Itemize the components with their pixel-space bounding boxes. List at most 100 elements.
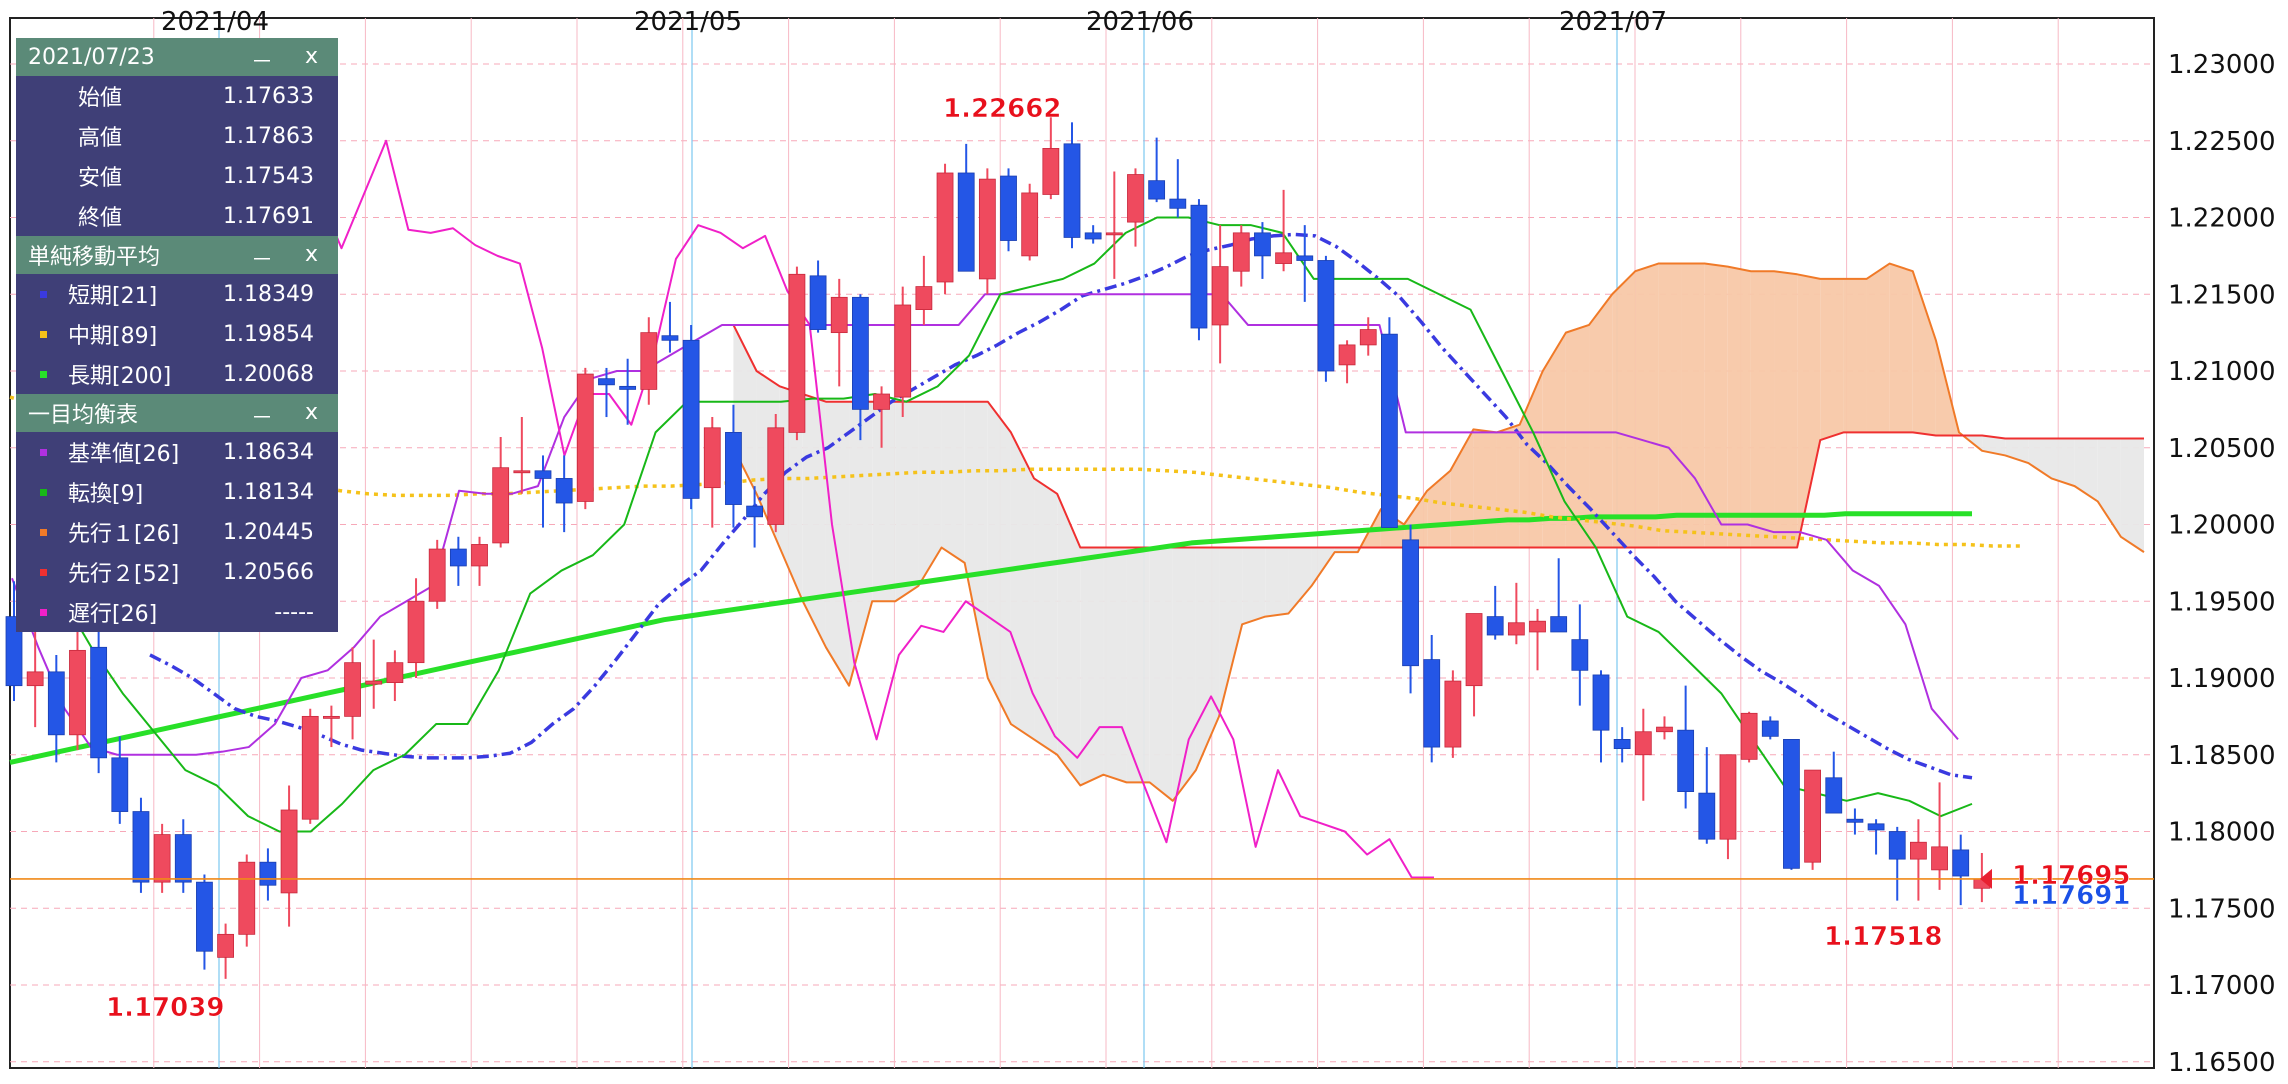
candle-body bbox=[1888, 831, 1906, 860]
candle-body bbox=[957, 172, 975, 272]
cloud-segment bbox=[1126, 547, 1150, 783]
minimize-icon[interactable]: － bbox=[250, 50, 273, 75]
cloud-segment bbox=[1473, 429, 1497, 548]
high-price-label: 1.22662 bbox=[943, 94, 1061, 124]
panel-date-header[interactable]: 2021/07/23 － x bbox=[16, 38, 338, 76]
candle-body bbox=[767, 427, 785, 525]
cloud-segment bbox=[1057, 493, 1081, 786]
cloud-segment bbox=[1242, 547, 1266, 625]
cloud-segment bbox=[1265, 547, 1289, 617]
recent-low-label: 1.17518 bbox=[1824, 922, 1942, 952]
candle-body bbox=[492, 467, 510, 544]
tenkan-value: 1.18134 bbox=[223, 479, 314, 505]
y-tick-label: 1.21000 bbox=[2168, 357, 2276, 387]
candle-body bbox=[5, 616, 23, 687]
close-icon[interactable]: x bbox=[304, 400, 318, 425]
sma-mid-value: 1.19854 bbox=[223, 321, 314, 347]
candle-body bbox=[682, 339, 700, 499]
chikou-label: 遅行[26] bbox=[68, 602, 158, 627]
close-icon[interactable]: x bbox=[304, 44, 318, 69]
sma-header[interactable]: 単純移動平均 － x bbox=[16, 236, 338, 274]
candle-body bbox=[1275, 252, 1292, 264]
cloud-segment bbox=[1635, 263, 1659, 548]
cloud-segment bbox=[2051, 438, 2075, 487]
candle-body bbox=[47, 671, 65, 736]
candle-body bbox=[534, 470, 552, 479]
span-a-value: 1.20445 bbox=[223, 519, 314, 545]
cloud-segment bbox=[2120, 438, 2144, 553]
cloud-segment bbox=[1589, 294, 1613, 548]
candle-body bbox=[746, 505, 763, 518]
cloud-segment bbox=[1658, 263, 1682, 548]
candle-body bbox=[365, 680, 383, 685]
sma-mid-row: 中期[89] 1.19854 bbox=[16, 314, 338, 354]
ichimoku-header[interactable]: 一目均衡表 － x bbox=[16, 394, 338, 432]
ohlc-high-row: 高値 1.17863 bbox=[16, 116, 338, 156]
legend-swatch-icon bbox=[40, 291, 47, 298]
cloud-segment bbox=[1820, 278, 1844, 441]
candle-body bbox=[111, 757, 129, 812]
sma-long-value: 1.20068 bbox=[223, 361, 314, 387]
x-tick-label: 2021/06 bbox=[1086, 7, 1194, 37]
cloud-segment bbox=[1034, 478, 1058, 755]
candle-body bbox=[322, 715, 340, 719]
candle-body bbox=[852, 296, 869, 410]
candle-body bbox=[725, 431, 742, 505]
cloud-segment bbox=[895, 401, 919, 602]
y-tick-label: 1.21500 bbox=[2168, 280, 2276, 310]
kijun-label: 基準値[26] bbox=[68, 442, 180, 467]
candle-body bbox=[1063, 143, 1081, 238]
cloud-segment bbox=[1288, 547, 1312, 614]
sma-short-row: 短期[21] 1.18349 bbox=[16, 274, 338, 314]
candle-body bbox=[407, 600, 425, 664]
candle-body bbox=[555, 478, 573, 504]
span-b-value: 1.20566 bbox=[223, 559, 314, 585]
candle-body bbox=[1211, 266, 1229, 326]
span-a-row: 先行１[26] 1.20445 bbox=[16, 512, 338, 552]
cloud-segment bbox=[1149, 547, 1173, 801]
candle-body bbox=[1719, 754, 1737, 840]
candle-body bbox=[1359, 329, 1377, 346]
cloud-segment bbox=[1727, 266, 1751, 548]
minimize-icon[interactable]: － bbox=[250, 248, 273, 273]
candle-body bbox=[1867, 823, 1885, 831]
candle-body bbox=[132, 811, 150, 883]
candle-body bbox=[1656, 726, 1673, 733]
legend-swatch-icon bbox=[40, 569, 47, 576]
y-tick-label: 1.17500 bbox=[2168, 894, 2276, 924]
legend-swatch-icon bbox=[40, 609, 47, 616]
candle-body bbox=[1592, 674, 1610, 731]
ohlc-open-value: 1.17633 bbox=[223, 83, 314, 109]
cloud-segment bbox=[1334, 547, 1358, 553]
low-price-label: 1.17039 bbox=[106, 993, 224, 1023]
ichimoku-title: 一目均衡表 bbox=[28, 403, 139, 428]
candle-body bbox=[598, 378, 615, 386]
candle-body bbox=[1465, 613, 1483, 687]
ohlc-close-value: 1.17691 bbox=[223, 203, 314, 229]
candle-body bbox=[259, 861, 277, 886]
close-icon[interactable]: x bbox=[304, 242, 318, 267]
x-tick-label: 2021/07 bbox=[1559, 7, 1667, 37]
cloud-segment bbox=[1612, 271, 1636, 548]
sma-long-row: 長期[200] 1.20068 bbox=[16, 354, 338, 394]
cloud-segment bbox=[2074, 438, 2098, 502]
kijun-value: 1.18634 bbox=[223, 439, 314, 465]
legend-swatch-icon bbox=[40, 489, 47, 496]
y-tick-label: 1.18000 bbox=[2168, 818, 2276, 848]
candle-body bbox=[703, 427, 721, 489]
legend-swatch-icon bbox=[40, 371, 47, 378]
candle-body bbox=[428, 548, 446, 602]
candle-body bbox=[1254, 232, 1271, 257]
y-tick-label: 1.18500 bbox=[2168, 741, 2276, 771]
candle-body bbox=[90, 646, 108, 759]
cloud-segment bbox=[1681, 263, 1705, 548]
candle-body bbox=[1127, 174, 1144, 223]
candle-body bbox=[1846, 818, 1864, 823]
cloud-segment bbox=[1080, 547, 1104, 786]
kijun-line bbox=[11, 293, 1959, 756]
minimize-icon[interactable]: － bbox=[250, 406, 273, 431]
candle-body bbox=[1825, 777, 1843, 814]
cloud-segment bbox=[1797, 274, 1821, 548]
